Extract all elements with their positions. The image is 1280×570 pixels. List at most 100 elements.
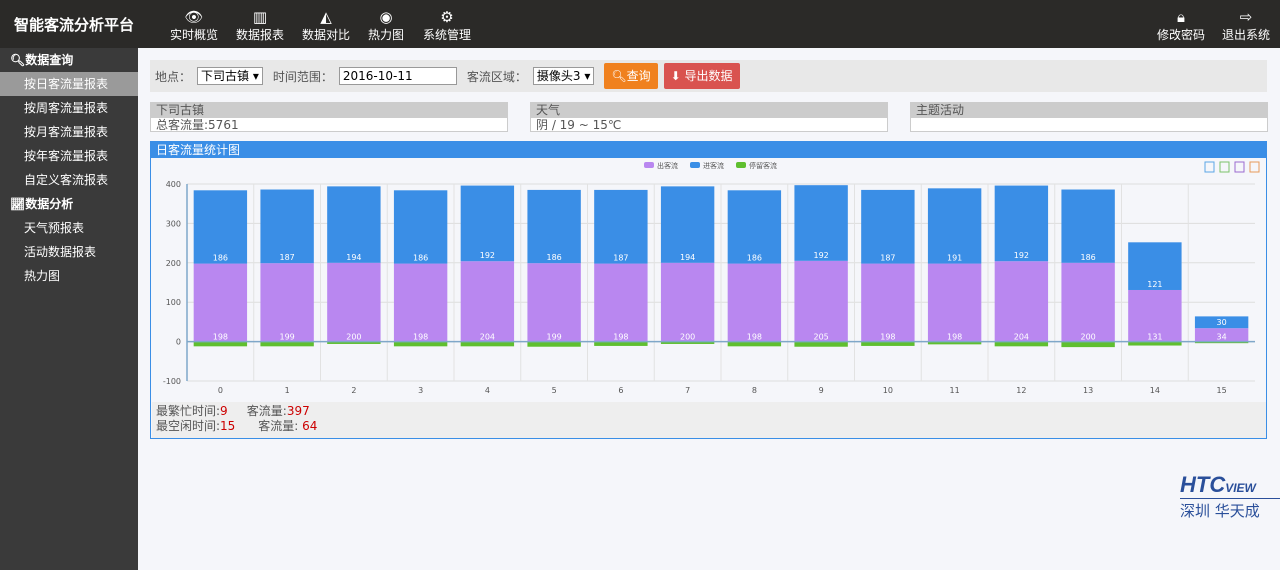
date-input[interactable]: 2016-10-11: [338, 67, 457, 85]
nav-settings[interactable]: ⚙ 系统管理: [423, 8, 472, 42]
data-label: 198: [413, 333, 428, 342]
area-label: 客流区域：: [466, 69, 527, 84]
area-select[interactable]: 摄像头3 ▾: [532, 67, 595, 85]
data-label: 186: [1080, 253, 1095, 262]
line-icon[interactable]: [1219, 161, 1230, 173]
bar-out: [1128, 242, 1182, 290]
sidebar-item-weather[interactable]: 天气预报表: [24, 221, 85, 235]
x-tick-label: 15: [1217, 386, 1227, 395]
data-label: 199: [279, 333, 294, 342]
legend-swatch: [736, 162, 746, 168]
bar-in: [393, 263, 448, 342]
query-button[interactable]: 🔍︎查询: [604, 63, 658, 89]
data-label: 192: [813, 251, 828, 260]
bar-stay: [327, 341, 381, 344]
sidebar-item-weekly[interactable]: 按周客流量报表: [24, 101, 109, 115]
bar-in: [327, 262, 381, 342]
bar-in: [260, 263, 314, 342]
sidebar-item-yearly[interactable]: 按年客流量报表: [24, 149, 109, 163]
data-label: 186: [546, 253, 561, 262]
location-select[interactable]: 下司古镇 ▾: [197, 67, 263, 85]
legend-label: 进客流: [703, 161, 724, 170]
logout[interactable]: ⇨ 退出系统: [1222, 8, 1271, 42]
bar-in: [527, 263, 581, 342]
sidebar-item-custom[interactable]: 自定义客流报表: [24, 173, 109, 187]
data-label: 191: [947, 254, 962, 263]
x-tick-label: 1: [285, 386, 290, 395]
search-icon: 🔍︎: [10, 53, 26, 67]
data-label: 204: [480, 333, 495, 342]
bar-in: [594, 263, 648, 342]
bar-in: [794, 260, 848, 342]
data-label: 186: [213, 254, 228, 263]
data-label: 198: [947, 333, 962, 342]
data-label: 200: [1080, 333, 1095, 342]
bar-out: [594, 189, 648, 264]
sidebar-item-activity[interactable]: 活动数据报表: [24, 245, 97, 259]
bar-stay: [1061, 341, 1115, 348]
x-tick-label: 6: [618, 386, 623, 395]
data-view-icon[interactable]: [1204, 161, 1215, 173]
eye-icon: 👁: [184, 8, 204, 26]
x-tick-label: 11: [950, 386, 960, 395]
data-label: 198: [880, 333, 895, 342]
filter-bar: 地点： 下司古镇 ▾ 时间范围： 2016-10-11 客流区域： 摄像头3 ▾…: [150, 60, 1267, 92]
bar-stay: [794, 341, 848, 347]
change-password[interactable]: 🔒︎ 修改密码: [1157, 8, 1206, 42]
sidebar-group-query[interactable]: 🔍︎数据查询: [10, 53, 74, 67]
legend-swatch: [690, 162, 700, 168]
bar-in: [1194, 328, 1249, 342]
bar-out: [1061, 189, 1115, 263]
data-label: 192: [1014, 251, 1029, 260]
bar-in: [727, 263, 782, 342]
bar-in: [1128, 289, 1182, 342]
data-label: 30: [1217, 318, 1227, 327]
data-label: 200: [346, 333, 361, 342]
sidebar-group-analysis[interactable]: 📈︎数据分析: [10, 197, 74, 211]
data-label: 186: [747, 254, 762, 263]
legend-swatch: [644, 162, 654, 168]
nav-heatmap[interactable]: ◉ 热力图: [368, 8, 405, 42]
bar-in: [927, 263, 982, 342]
bar-out: [1194, 316, 1249, 329]
sidebar-item-heatmap[interactable]: 热力图: [24, 269, 61, 283]
bar-stay: [861, 341, 915, 346]
lock-icon: 🔒︎: [1177, 8, 1185, 26]
bar-out: [327, 186, 381, 263]
x-tick-label: 14: [1150, 386, 1160, 395]
time-label: 时间范围：: [272, 69, 333, 84]
nav-realtime[interactable]: 👁 实时概览: [170, 8, 219, 42]
bar-in: [660, 262, 715, 342]
x-tick-label: 10: [883, 386, 893, 395]
nav-compare[interactable]: ◭ 数据对比: [302, 8, 351, 42]
legend-label: 停留客流: [749, 161, 777, 170]
summary: 最繁忙时间:9 客流量:397 最空闲时间:15 客流量: 64: [152, 402, 1266, 438]
x-tick-label: 8: [752, 386, 757, 395]
bar-stay: [460, 341, 515, 347]
y-tick-label: 200: [166, 259, 181, 268]
sidebar-item-monthly[interactable]: 按月客流量报表: [24, 125, 109, 139]
data-label: 187: [613, 254, 628, 263]
bar-out: [861, 189, 915, 264]
x-tick-label: 9: [819, 386, 824, 395]
bar-stay: [927, 341, 982, 345]
data-label: 186: [413, 254, 428, 263]
bar-stay: [193, 341, 248, 347]
sidebar-item-daily[interactable]: 按日客流量报表: [0, 72, 138, 96]
bar-stay: [393, 341, 448, 347]
weather-card: 天气阴 / 19 ~ 15℃: [530, 102, 888, 132]
nav-reports[interactable]: ▥ 数据报表: [236, 8, 285, 42]
bar-stay: [1128, 341, 1182, 346]
bar-icon[interactable]: [1234, 161, 1245, 173]
export-button[interactable]: ⬇ 导出数据: [663, 63, 740, 89]
x-tick-label: 0: [218, 386, 223, 395]
x-tick-label: 12: [1016, 386, 1026, 395]
htc-logo: HTCVIEW 深圳 华天成: [1180, 472, 1280, 521]
y-tick-label: 100: [166, 298, 181, 307]
bar-out: [927, 188, 982, 264]
area-chart-icon: ◭: [320, 8, 332, 26]
save-icon[interactable]: [1249, 161, 1260, 173]
sign-out-icon: ⇨: [1239, 8, 1253, 26]
bar-out: [260, 189, 314, 264]
